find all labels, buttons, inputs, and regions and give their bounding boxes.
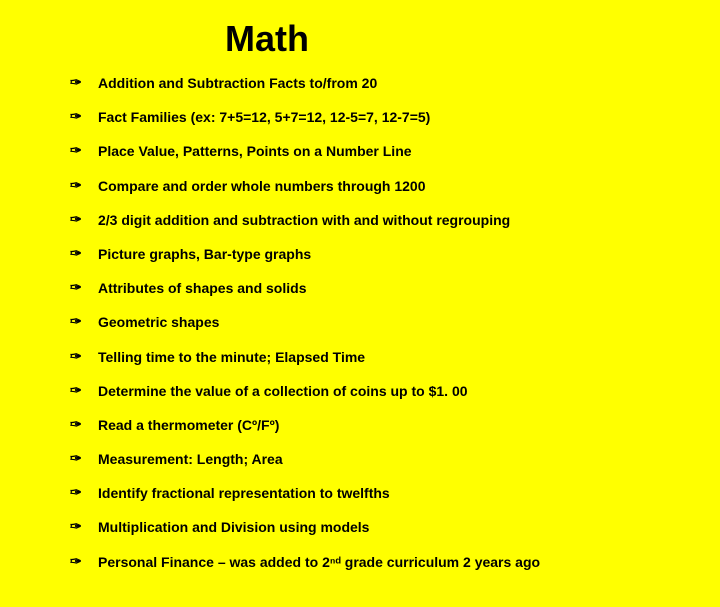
bullet-icon: ✑ xyxy=(70,108,88,125)
bullet-icon: ✑ xyxy=(70,553,88,570)
list-item: ✑ Attributes of shapes and solids xyxy=(70,279,650,297)
list-item: ✑ Fact Families (ex: 7+5=12, 5+7=12, 12-… xyxy=(70,108,650,126)
list-item: ✑ Personal Finance – was added to 2ⁿᵈ gr… xyxy=(70,553,650,571)
bullet-icon: ✑ xyxy=(70,484,88,501)
item-text: Measurement: Length; Area xyxy=(98,450,283,468)
item-text: Compare and order whole numbers through … xyxy=(98,177,426,195)
item-text: Picture graphs, Bar-type graphs xyxy=(98,245,311,263)
bullet-icon: ✑ xyxy=(70,450,88,467)
list-item: ✑ Determine the value of a collection of… xyxy=(70,382,650,400)
item-text: 2/3 digit addition and subtraction with … xyxy=(98,211,510,229)
list-item: ✑ Compare and order whole numbers throug… xyxy=(70,177,650,195)
list-item: ✑ Telling time to the minute; Elapsed Ti… xyxy=(70,348,650,366)
item-text: Multiplication and Division using models xyxy=(98,518,369,536)
bullet-icon: ✑ xyxy=(70,382,88,399)
bullet-icon: ✑ xyxy=(70,313,88,330)
item-text: Attributes of shapes and solids xyxy=(98,279,306,297)
item-text: Geometric shapes xyxy=(98,313,219,331)
list-item: ✑ Identify fractional representation to … xyxy=(70,484,650,502)
item-text: Personal Finance – was added to 2ⁿᵈ grad… xyxy=(98,553,540,571)
bullet-icon: ✑ xyxy=(70,245,88,262)
slide-container: Math ✑ Addition and Subtraction Facts to… xyxy=(0,0,720,607)
page-title: Math xyxy=(225,18,650,60)
topic-list: ✑ Addition and Subtraction Facts to/from… xyxy=(70,74,650,571)
list-item: ✑ Measurement: Length; Area xyxy=(70,450,650,468)
list-item: ✑ Multiplication and Division using mode… xyxy=(70,518,650,536)
list-item: ✑ 2/3 digit addition and subtraction wit… xyxy=(70,211,650,229)
item-text: Determine the value of a collection of c… xyxy=(98,382,468,400)
bullet-icon: ✑ xyxy=(70,279,88,296)
list-item: ✑ Picture graphs, Bar-type graphs xyxy=(70,245,650,263)
item-text: Read a thermometer (Cº/Fº) xyxy=(98,416,279,434)
bullet-icon: ✑ xyxy=(70,211,88,228)
bullet-icon: ✑ xyxy=(70,177,88,194)
list-item: ✑ Addition and Subtraction Facts to/from… xyxy=(70,74,650,92)
item-text: Identify fractional representation to tw… xyxy=(98,484,390,502)
item-text: Telling time to the minute; Elapsed Time xyxy=(98,348,365,366)
list-item: ✑ Place Value, Patterns, Points on a Num… xyxy=(70,142,650,160)
item-text: Fact Families (ex: 7+5=12, 5+7=12, 12-5=… xyxy=(98,108,430,126)
bullet-icon: ✑ xyxy=(70,142,88,159)
list-item: ✑ Geometric shapes xyxy=(70,313,650,331)
bullet-icon: ✑ xyxy=(70,348,88,365)
bullet-icon: ✑ xyxy=(70,416,88,433)
bullet-icon: ✑ xyxy=(70,518,88,535)
list-item: ✑ Read a thermometer (Cº/Fº) xyxy=(70,416,650,434)
bullet-icon: ✑ xyxy=(70,74,88,91)
item-text: Place Value, Patterns, Points on a Numbe… xyxy=(98,142,412,160)
item-text: Addition and Subtraction Facts to/from 2… xyxy=(98,74,377,92)
